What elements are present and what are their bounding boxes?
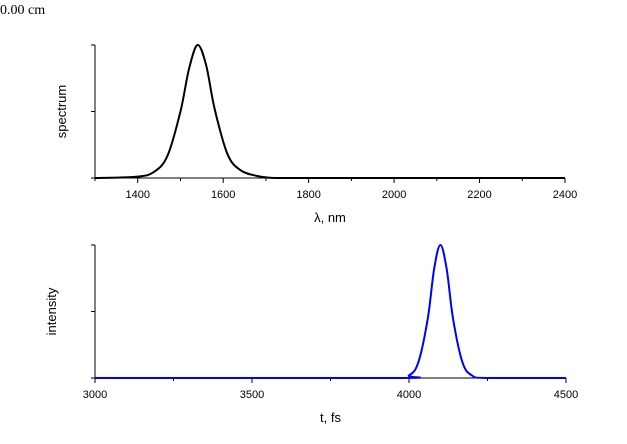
x-tick-label: 2200 [467, 189, 491, 201]
spectrum-plot: 1400 1600 1800 2000 2200 2400 λ, nm spectrum [54, 44, 577, 225]
x-tick-label: 4000 [397, 389, 421, 401]
x-tick-label: 4500 [554, 389, 578, 401]
intensity-plot: 3000 3500 4000 4500 t, fs intensity [44, 243, 578, 425]
x-axis-label: t, fs [320, 410, 341, 425]
x-tick-label: 1800 [296, 189, 320, 201]
x-tick-label: 3000 [83, 389, 107, 401]
x-tick-label: 1600 [211, 189, 235, 201]
x-tick-label: 3500 [240, 389, 264, 401]
y-axis-label: spectrum [54, 85, 69, 138]
x-tick-label: 2000 [382, 189, 406, 201]
data-line [94, 243, 566, 380]
data-line [94, 44, 565, 180]
x-tick-label: 2400 [553, 189, 577, 201]
x-axis-label: λ, nm [314, 210, 346, 225]
x-tick-label: 1400 [125, 189, 149, 201]
scale-label: 0.00 cm [0, 3, 46, 18]
y-axis-label: intensity [44, 287, 59, 335]
